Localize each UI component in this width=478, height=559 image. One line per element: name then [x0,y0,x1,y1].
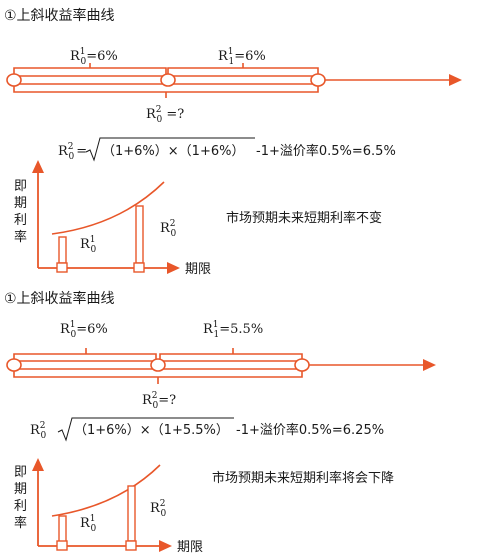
panel-1-bar-1-marker [56,262,68,273]
panel-2-seg1-bracket [13,348,157,362]
panel-1-bar-1-label: R1 0 [80,235,97,255]
panel-2-timeline-arrow [423,359,436,371]
panel-2-bar-1 [58,515,67,543]
panel-1-node-0 [6,73,22,87]
panel-2-x-axis-label: 期限 [177,540,203,555]
panel-1-node-2 [310,73,326,87]
panel-1-node-1 [160,73,176,87]
panel-1-bar-1 [58,236,67,264]
svg-text:（1+6%）×（1+5.5%）: （1+6%）×（1+5.5%） [74,423,229,438]
panel-2-node-2 [294,358,310,372]
svg-text:R20: R2 0 [30,421,47,441]
panel-1-x-axis-label: 期限 [185,262,211,277]
panel-2-bar-2-marker [125,540,137,551]
panel-1-y-axis-arrow [32,160,44,173]
panel-1-y-axis-label: 即 期 利 率 [14,179,27,245]
panel-2-bar-2 [127,485,136,542]
svg-text:-1+溢价率0.5%=6.5%: -1+溢价率0.5%=6.5% [256,143,396,159]
panel-1-seg1-bracket [13,63,167,76]
panel-1-bar-2-label: R2 0 [160,219,177,239]
panel-2: ①上斜收益率曲线 R1 0=6% R1 1=5.5% R2 0=? R2 0 （1+6%… [4,290,436,555]
svg-text:期: 期 [14,482,27,497]
panel-2-y-axis-arrow [32,458,44,471]
panel-2-node-0 [6,358,22,372]
panel-1-formula: R2 0 = （1+6%）×（1+6%） -1+溢价率0.5%=6.5% [58,137,396,162]
panel-2-bar-1-marker [56,540,68,551]
panel-2-seg2-bracket [159,348,303,362]
panel-1-seg2-bracket [167,63,319,76]
panel-2-bar-2-label: R2 0 [150,499,167,519]
panel-2-timeline [6,358,436,372]
panel-2-bar-1-label: R1 0 [80,514,97,534]
svg-text:利: 利 [14,499,27,514]
panel-1-seg2-label: R1 1=6% [218,47,266,67]
panel-2-node-1 [150,358,166,372]
panel-2-x-axis-arrow [159,540,172,552]
panel-1: ①上斜收益率曲线 R1 0=6% R1 1=6% R2 0 =? R2 0 = （1+6%… [4,7,462,277]
panel-2-formula: R2 0 （1+6%）×（1+5.5%） -1+溢价率0.5%=6.25% [30,417,384,442]
panel-2-caption: 市场预期未来短期利率将会下降 [212,470,394,486]
panel-1-title: ①上斜收益率曲线 [4,7,115,24]
panel-1-bar-2-marker [133,262,145,273]
panel-1-x-axis-arrow [167,262,180,274]
panel-2-yield-curve [51,464,161,517]
panel-2-title: ①上斜收益率曲线 [4,290,115,307]
svg-text:率: 率 [14,515,27,531]
panel-1-timeline-arrow [449,74,462,86]
panel-1-seg1-label: R1 0=6% [70,47,118,67]
panel-2-y-axis-label: 即 期 利 率 [14,465,27,531]
panel-1-timeline [6,73,462,87]
svg-text:利: 利 [14,213,27,228]
panel-1-long-label: R2 0 =? [146,105,184,125]
panel-1-caption: 市场预期未来短期利率不变 [226,210,382,226]
panel-2-long-bracket [13,371,303,384]
svg-text:即: 即 [14,179,27,194]
panel-1-bar-2 [135,205,144,264]
panel-2-root-sign [57,417,234,442]
svg-text:即: 即 [14,465,27,480]
panel-2-seg2-label: R1 1=5.5% [203,320,263,340]
svg-text:-1+溢价率0.5%=6.25%: -1+溢价率0.5%=6.25% [236,422,384,438]
panel-1-root-sign [85,137,255,162]
svg-text:（1+6%）×（1+6%）: （1+6%）×（1+6%） [102,144,244,159]
svg-text:率: 率 [14,229,27,245]
panel-2-seg1-label: R1 0=6% [60,320,108,340]
panel-1-chart: 即 期 利 率 期限 R1 0 R2 0 市场预期未来短期利率不变 [14,160,382,277]
panel-1-long-bracket [13,86,319,98]
panel-1-yield-curve [51,181,165,235]
svg-text:R20=: R2 0 = [58,142,87,162]
panel-2-chart: 即 期 利 率 期限 R1 0 R2 0 市场预期未来短期利率将会下降 [14,458,394,555]
panel-2-long-label: R2 0=? [142,391,176,411]
svg-text:期: 期 [14,196,27,211]
